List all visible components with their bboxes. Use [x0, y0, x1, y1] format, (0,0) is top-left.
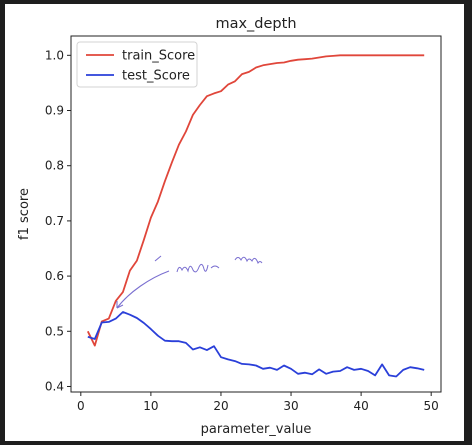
x-tick-label: 40	[353, 399, 368, 413]
line-chart: max_depth 0 10 20 30 40 50 0.4 0.5 0.6 0.7 0.8 0.9…	[17, 16, 442, 437]
legend: train_Score test_Score	[76, 41, 198, 88]
y-tick-label: 0.5	[45, 324, 64, 338]
y-tick-label: 0.7	[45, 214, 64, 228]
y-tick-label: 0.8	[45, 159, 64, 173]
y-tick-label: 0.4	[45, 379, 64, 393]
figure: max_depth 0 10 20 30 40 50 0.4 0.5 0.6 0.7 0.8 0.9…	[5, 4, 464, 441]
annotation-mark	[154, 255, 162, 262]
y-axis-label: f1 score	[17, 188, 32, 240]
annotation-scribble	[176, 256, 263, 273]
plot-area	[86, 54, 425, 378]
annotation-arrow-head	[116, 301, 124, 309]
x-axis: 0 10 20 30 40 50	[77, 392, 439, 413]
series-line-test-score	[87, 311, 425, 378]
x-tick-label: 20	[213, 399, 228, 413]
handwritten-annotation	[116, 255, 263, 309]
x-axis-label: parameter_value	[201, 422, 312, 437]
y-tick-label: 0.9	[45, 104, 64, 118]
series-line-train-score	[86, 54, 425, 347]
x-tick-label: 50	[424, 399, 439, 413]
x-tick-label: 0	[77, 399, 85, 413]
y-tick-label: 1.0	[45, 48, 64, 62]
axes-frame	[70, 35, 442, 393]
legend-entry: test_Score	[122, 69, 190, 84]
y-tick-label: 0.6	[45, 269, 64, 283]
y-axis: 0.4 0.5 0.6 0.7 0.8 0.9 1.0	[45, 48, 71, 393]
x-tick-label: 30	[283, 399, 298, 413]
legend-entry: train_Score	[122, 49, 195, 64]
x-tick-label: 10	[143, 399, 158, 413]
annotation-arrow-line	[116, 270, 170, 309]
chart-title: max_depth	[215, 16, 296, 32]
